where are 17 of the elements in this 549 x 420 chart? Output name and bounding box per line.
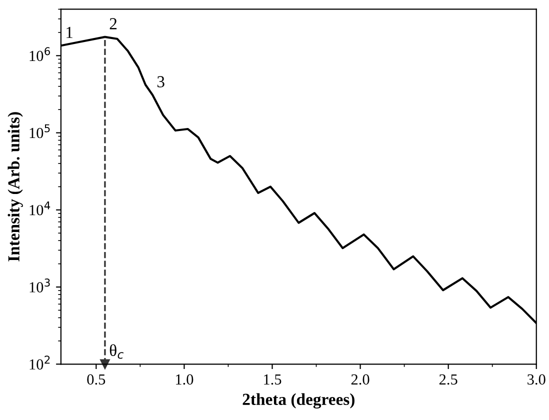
annotation: 3 [157, 76, 164, 88]
y-tick-label: 10$^{3}$ [30, 278, 50, 292]
annotation: 2 [110, 18, 117, 30]
x-tick-label: 2.5 [439, 374, 458, 385]
x-tick-label: 3.0 [528, 374, 546, 385]
y-tick-label: 10$^{4}$ [30, 201, 50, 216]
y-axis-title: Intensity (Arb. units) [8, 112, 23, 262]
x-axis-title: 2theta (degrees) [242, 393, 354, 409]
x-tick-label: 2.0 [351, 374, 370, 385]
x-tick-label: 1.0 [176, 374, 194, 385]
x-tick-label: 1.5 [264, 374, 282, 385]
annotation: 1 [66, 26, 72, 38]
y-tick-label: 10$^{2}$ [30, 356, 50, 370]
y-tick-label: 10$^{6}$ [30, 47, 50, 62]
y-tick-label: 10$^{5}$ [30, 124, 50, 138]
x-tick-label: 0.5 [87, 374, 106, 385]
ref-line-label: θ$_{c}$ [110, 344, 124, 359]
